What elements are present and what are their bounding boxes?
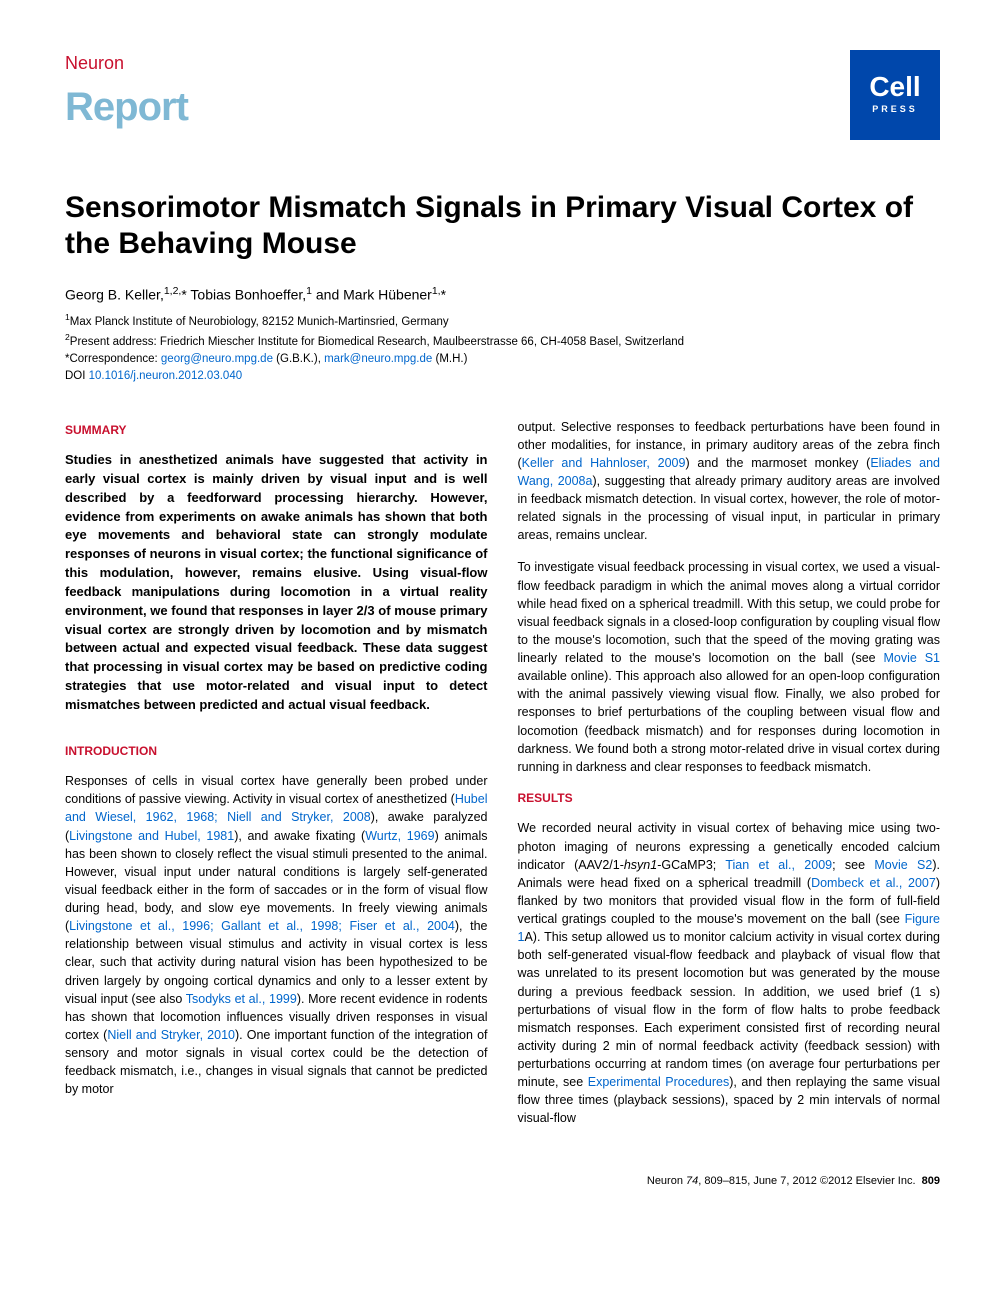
right-column: output. Selective responses to feedback … <box>518 418 941 1142</box>
cell-press-logo: Cell PRESS <box>850 50 940 140</box>
affiliation-2: 2Present address: Friedrich Miescher Ins… <box>65 331 940 351</box>
left-column: SUMMARY Studies in anesthetized animals … <box>65 418 488 1142</box>
doi: DOI 10.1016/j.neuron.2012.03.040 <box>65 368 940 385</box>
summary-text: Studies in anesthetized animals have sug… <box>65 451 488 715</box>
article-title: Sensorimotor Mismatch Signals in Primary… <box>65 190 940 262</box>
affiliation-1: 1Max Planck Institute of Neurobiology, 8… <box>65 311 940 331</box>
journal-name: Neuron <box>65 50 188 76</box>
page-footer: Neuron 74, 809–815, June 7, 2012 ©2012 E… <box>65 1174 940 1190</box>
introduction-para-1: Responses of cells in visual cortex have… <box>65 772 488 1098</box>
correspondence: *Correspondence: georg@neuro.mpg.de (G.B… <box>65 351 940 368</box>
logo-main: Cell <box>869 73 920 101</box>
article-header: Neuron Report Cell PRESS <box>65 50 940 140</box>
two-column-body: SUMMARY Studies in anesthetized animals … <box>65 418 940 1142</box>
col2-para-2: To investigate visual feedback processin… <box>518 558 941 776</box>
introduction-heading: INTRODUCTION <box>65 743 488 760</box>
affiliations: 1Max Planck Institute of Neurobiology, 8… <box>65 311 940 386</box>
summary-heading: SUMMARY <box>65 422 488 439</box>
header-left: Neuron Report <box>65 50 188 136</box>
results-para-1: We recorded neural activity in visual co… <box>518 819 941 1127</box>
logo-sub: PRESS <box>872 103 918 116</box>
results-heading: RESULTS <box>518 790 941 807</box>
article-type: Report <box>65 78 188 136</box>
author-list: Georg B. Keller,1,2,* Tobias Bonhoeffer,… <box>65 284 940 305</box>
col2-continuation: output. Selective responses to feedback … <box>518 418 941 545</box>
